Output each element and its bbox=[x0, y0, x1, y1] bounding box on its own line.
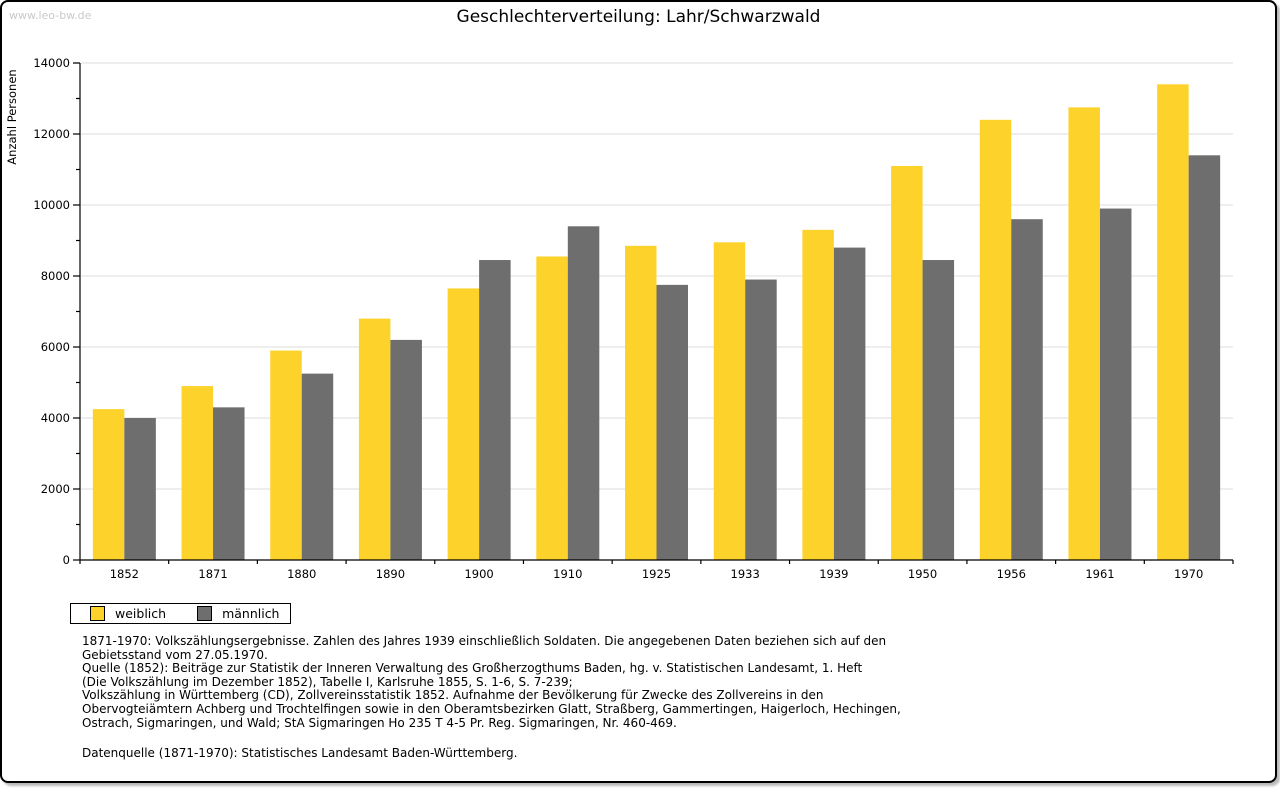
bar-männlich-1961 bbox=[1099, 208, 1132, 561]
bar-männlich-1925 bbox=[656, 284, 688, 560]
y-tick-label: 2000 bbox=[41, 482, 70, 496]
y-tick-label: 0 bbox=[63, 553, 70, 567]
y-tick-label: 10000 bbox=[33, 198, 70, 212]
bar-weiblich-1890 bbox=[358, 318, 391, 560]
bar-männlich-1871 bbox=[213, 407, 245, 560]
bar-männlich-1900 bbox=[479, 260, 511, 560]
x-tick-label: 1910 bbox=[553, 567, 582, 581]
x-tick-label: 1970 bbox=[1174, 567, 1203, 581]
bar-weiblich-1925 bbox=[625, 245, 657, 560]
y-tick-label: 6000 bbox=[41, 340, 70, 354]
x-tick-label: 1950 bbox=[908, 567, 937, 581]
bar-chart: 1852 1871 1880 1890 1900 1910 1925 1933 1939 1950… bbox=[5, 56, 1234, 581]
bar-weiblich-1956 bbox=[979, 119, 1012, 561]
x-tick-label: 1961 bbox=[1085, 567, 1114, 581]
bar-weiblich-1900 bbox=[447, 288, 480, 560]
x-tick-label: 1871 bbox=[198, 567, 227, 581]
bar-weiblich-1910 bbox=[536, 256, 568, 560]
x-tick-label: 1890 bbox=[376, 567, 405, 581]
legend-label-weiblich: weiblich bbox=[115, 606, 167, 621]
x-tick-label: 1933 bbox=[731, 567, 760, 581]
y-axis-title: Anzahl Personen bbox=[5, 69, 19, 164]
bar-weiblich-1961 bbox=[1068, 107, 1100, 560]
bar-weiblich-1933 bbox=[713, 242, 746, 560]
bar-männlich-1950 bbox=[922, 260, 955, 560]
bar-männlich-1910 bbox=[567, 226, 600, 561]
bar-männlich-1956 bbox=[1011, 219, 1043, 560]
chart-title: Geschlechterverteilung: Lahr/Schwarzwald bbox=[456, 7, 821, 27]
maennlich-swatch-icon bbox=[197, 606, 213, 621]
weiblich-swatch-icon bbox=[90, 606, 105, 621]
bar-weiblich-1970 bbox=[1157, 84, 1189, 561]
x-tick-label: 1900 bbox=[464, 567, 493, 581]
bar-männlich-1890 bbox=[390, 339, 422, 560]
y-tick-label: 4000 bbox=[41, 411, 70, 425]
x-tick-label: 1925 bbox=[642, 567, 671, 581]
x-tick-label: 1880 bbox=[287, 567, 316, 581]
source-footnote: 1871-1970: Volkszählungsergebnisse. Zahl… bbox=[82, 634, 901, 730]
datasource-line: Datenquelle (1871-1970): Statistisches L… bbox=[82, 746, 518, 760]
bar-männlich-1852 bbox=[124, 418, 156, 560]
bar-männlich-1880 bbox=[301, 373, 334, 560]
watermark: www.leo-bw.de bbox=[9, 9, 92, 22]
legend: weiblich männlich bbox=[70, 603, 291, 624]
legend-label-maennlich: männlich bbox=[222, 606, 280, 621]
x-tick-label: 1852 bbox=[110, 567, 139, 581]
bar-männlich-1933 bbox=[745, 279, 777, 560]
bar-weiblich-1950 bbox=[891, 165, 923, 560]
y-tick-label: 14000 bbox=[33, 56, 70, 70]
bar-männlich-1970 bbox=[1188, 155, 1221, 561]
y-tick-label: 8000 bbox=[41, 269, 70, 283]
bar-weiblich-1871 bbox=[181, 386, 214, 560]
bar-weiblich-1880 bbox=[270, 350, 302, 560]
x-tick-label: 1939 bbox=[819, 567, 848, 581]
bar-weiblich-1939 bbox=[802, 229, 834, 560]
bar-männlich-1939 bbox=[833, 247, 866, 560]
x-tick-label: 1956 bbox=[997, 567, 1026, 581]
y-tick-label: 12000 bbox=[33, 127, 70, 141]
bar-weiblich-1852 bbox=[92, 409, 125, 560]
